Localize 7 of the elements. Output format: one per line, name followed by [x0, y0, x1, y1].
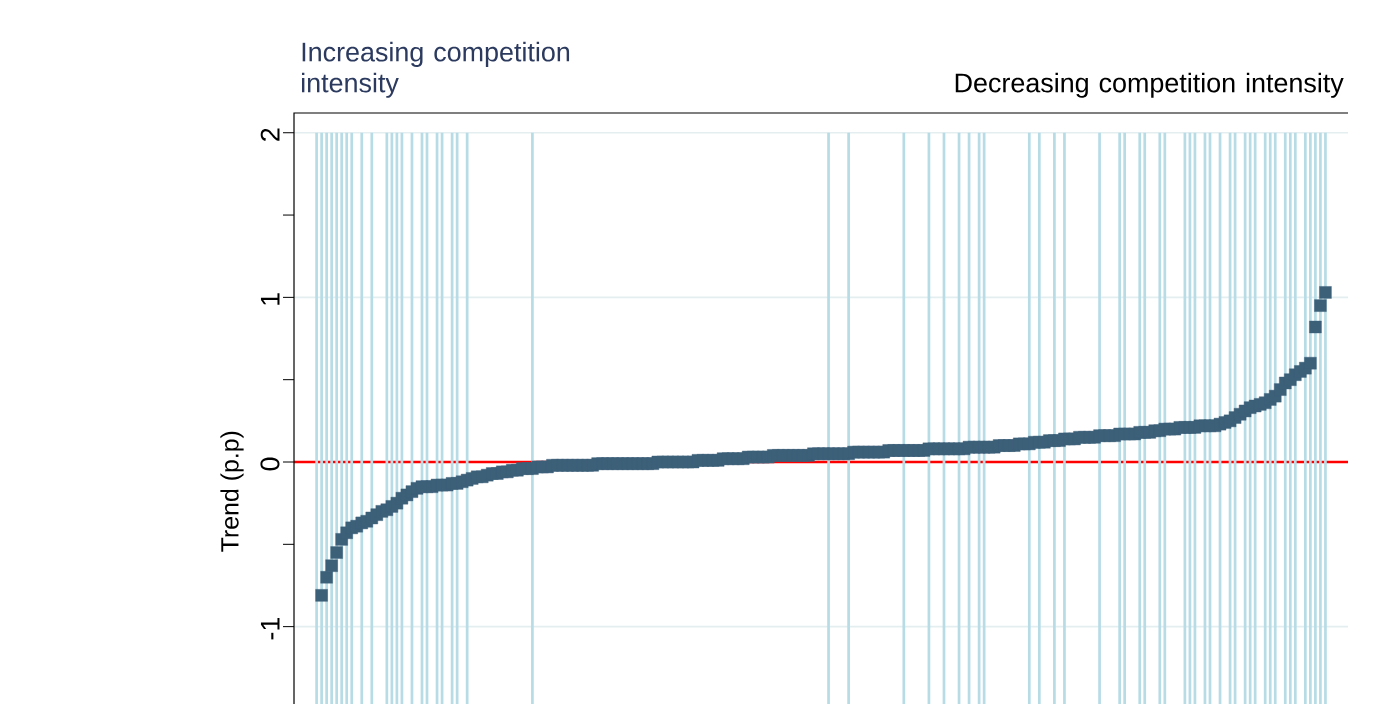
y-tick-label: 1 — [260, 293, 280, 305]
text: Increasing competition intensity — [302, 41, 570, 98]
text: Decreasing competition intensity — [955, 72, 1344, 98]
y-tick-label: 2 — [260, 128, 280, 141]
y-axis-title: Trend (p.p) — [220, 431, 244, 552]
y-tick-label: 0 — [260, 457, 280, 471]
y-tick-label: -1 — [260, 617, 280, 640]
